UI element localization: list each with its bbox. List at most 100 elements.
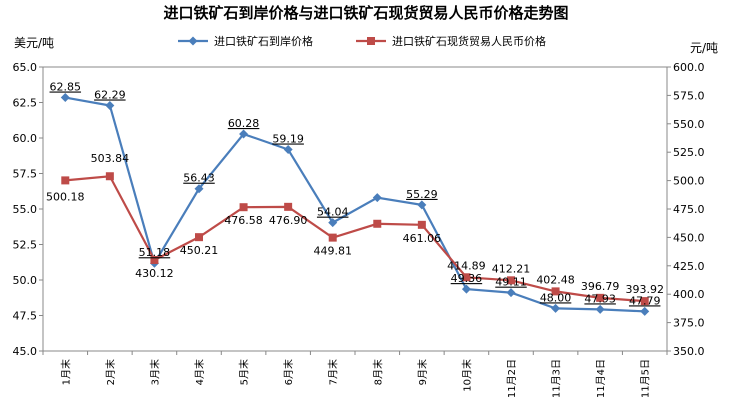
x-tick-label: 11月4日 — [595, 359, 607, 398]
data-point — [461, 284, 471, 294]
data-point — [462, 273, 471, 282]
data-label: 402.48 — [536, 273, 575, 286]
data-label: 62.85 — [50, 81, 82, 94]
x-tick-label: 8月末 — [371, 359, 384, 385]
y-left-tick-label: 55.0 — [13, 203, 38, 216]
data-label: 49.36 — [451, 272, 483, 285]
data-point — [194, 184, 204, 194]
x-tick-label: 10月末 — [460, 359, 473, 392]
data-point — [595, 304, 605, 314]
data-point — [105, 172, 114, 181]
data-label: 54.04 — [317, 206, 349, 219]
data-label: 393.92 — [625, 283, 664, 296]
data-label: 62.29 — [94, 88, 126, 101]
data-label: 503.84 — [91, 152, 130, 165]
data-label: 51.18 — [139, 246, 171, 259]
data-point — [283, 145, 293, 155]
data-label: 414.89 — [447, 259, 486, 272]
x-tick-label: 11月5日 — [640, 359, 652, 398]
y-right-tick-label: 600.0 — [673, 61, 705, 74]
data-point — [417, 220, 426, 229]
series: 62.85 62.29 51.18 56.43 60.28 59.19 54.04 55.29… — [46, 81, 664, 316]
y-right-tick-label: 550.0 — [673, 118, 705, 131]
data-point — [373, 219, 382, 228]
x-tick-label: 7月末 — [327, 359, 340, 385]
x-tick-label: 6月末 — [282, 359, 295, 385]
y-right-tick-label: 350.0 — [673, 345, 705, 358]
x-tick-label: 11月2日 — [506, 359, 518, 398]
y-left-tick-label: 47.5 — [13, 310, 38, 323]
y-left-tick-label: 60.0 — [13, 132, 38, 145]
y-right-tick-label: 475.0 — [673, 203, 705, 216]
legend-label: 进口铁矿石到岸价格 — [214, 34, 313, 48]
data-label: 59.19 — [272, 133, 304, 146]
x-tick-label: 1月末 — [59, 359, 72, 385]
legend: 进口铁矿石到岸价格 进口铁矿石现货贸易人民币价格 — [178, 34, 546, 48]
x-tick-label: 9月末 — [416, 359, 429, 385]
y-right-tick-label: 525.0 — [673, 146, 705, 159]
data-point — [284, 202, 293, 211]
data-point — [195, 233, 203, 242]
y-left-tick-label: 52.5 — [13, 239, 38, 252]
series-line-2 — [65, 175, 645, 303]
y-left-tick-label: 50.0 — [13, 274, 38, 287]
y-left-tick-label: 62.5 — [13, 97, 38, 110]
legend-label: 进口铁矿石现货贸易人民币价格 — [392, 34, 546, 48]
legend-marker — [367, 37, 375, 45]
y-right-tick-label: 575.0 — [673, 89, 705, 102]
data-label: 461.06 — [403, 232, 442, 245]
data-point — [150, 255, 159, 264]
data-label: 47.79 — [629, 294, 661, 307]
data-point — [640, 297, 649, 306]
data-point — [239, 129, 249, 139]
data-label: 48.00 — [540, 291, 572, 304]
x-tick-label: 2月末 — [104, 359, 117, 385]
y-right-tick-label: 375.0 — [673, 317, 705, 330]
data-label: 449.81 — [313, 245, 352, 258]
data-label: 500.18 — [46, 190, 85, 203]
data-point — [507, 276, 515, 285]
data-point — [551, 303, 561, 313]
legend-marker — [188, 36, 198, 46]
y-left-axis-label: 美元/吨 — [14, 36, 54, 50]
data-label: 430.12 — [135, 267, 174, 280]
data-label: 412.21 — [492, 262, 531, 275]
y-left-tick-label: 57.5 — [13, 168, 38, 181]
data-point — [640, 306, 650, 316]
data-point — [372, 193, 382, 203]
y-right-tick-label: 500.0 — [673, 175, 705, 188]
x-tick-label: 4月末 — [193, 359, 206, 385]
data-point — [506, 288, 516, 298]
data-label: 49.11 — [495, 276, 527, 289]
data-point — [596, 293, 605, 302]
x-tick-label: 5月末 — [238, 359, 251, 385]
data-point — [239, 203, 248, 212]
data-label: 56.43 — [183, 172, 215, 185]
y-left-tick-label: 45.0 — [13, 345, 38, 358]
y-left-tick-label: 65.0 — [13, 61, 38, 74]
data-label: 476.90 — [269, 214, 308, 227]
data-point — [60, 93, 70, 103]
data-point — [551, 287, 560, 296]
chart-title: 进口铁矿石到岸价格与进口铁矿石现货贸易人民币价格走势图 — [163, 4, 568, 22]
y-right-axis-label: 元/吨 — [690, 41, 718, 55]
data-label: 396.79 — [581, 280, 620, 293]
data-point — [105, 100, 115, 110]
x-tick-label: 3月末 — [148, 359, 161, 385]
y-right-tick-label: 425.0 — [673, 260, 705, 273]
axes: 45.0 47.5 50.0 52.5 55.0 57.5 60.0 62.5 65.0 350.… — [13, 61, 705, 398]
data-label: 476.58 — [224, 214, 263, 227]
y-right-tick-label: 450.0 — [673, 231, 705, 244]
data-point — [61, 176, 70, 185]
data-label: 55.29 — [406, 188, 438, 201]
data-point — [328, 233, 337, 242]
y-right-tick-label: 400.0 — [673, 288, 705, 301]
data-label: 47.93 — [584, 292, 616, 305]
data-point — [417, 200, 427, 210]
data-label: 60.28 — [228, 117, 260, 130]
data-point — [328, 218, 338, 228]
x-tick-label: 11月3日 — [551, 359, 563, 398]
data-label: 450.21 — [180, 244, 219, 257]
